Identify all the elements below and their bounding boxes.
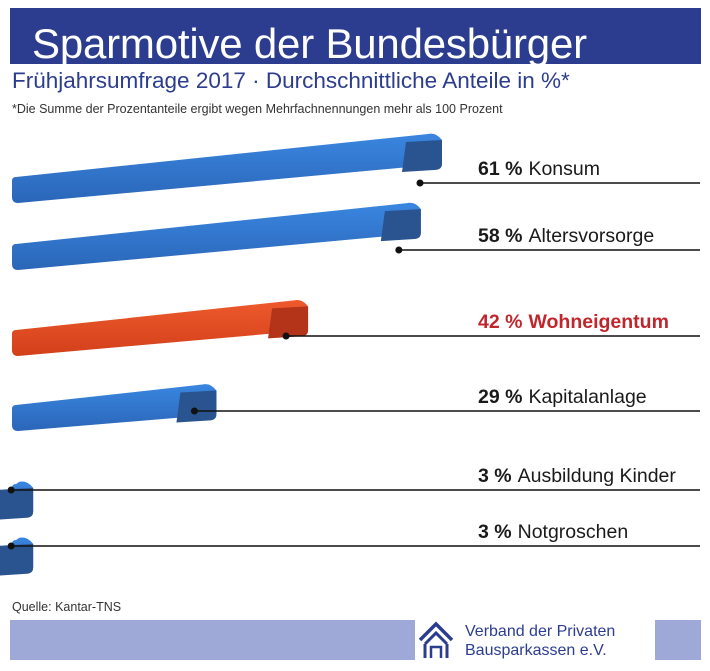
category-label: Wohneigentum [528,311,668,333]
label-konsum: 61 % Konsum [478,158,600,180]
category-label: Notgroschen [518,521,629,543]
label-wohneigentum: 42 % Wohneigentum [478,311,669,333]
house-logo-icon [418,621,454,658]
value-label: 29 % [478,386,522,408]
category-label: Kapitalanlage [528,386,646,408]
bar-altersvorsorge [12,202,421,270]
footer-band-right [655,620,701,660]
title-bar: Sparmotive der Bundesbürger [10,8,701,67]
value-label: 61 % [478,158,522,180]
footnote: *Die Summe der Prozentanteile ergibt weg… [12,102,503,116]
bar-konsum [12,133,442,203]
category-label: Konsum [528,158,600,180]
bar-end-notgroschen [0,543,34,576]
bar-end-kapitalanlage [176,390,217,423]
leader-dot-wohneigentum [282,332,290,340]
value-label: 58 % [478,225,522,247]
value-label: 3 % [478,465,512,487]
footer-band [10,620,415,660]
chart-subtitle: Frühjahrsumfrage 2017 · Durchschnittlich… [12,68,570,93]
leader-dot-konsum [416,179,424,187]
bar-kapitalanlage [12,384,217,431]
leader-dot-kapitalanlage [190,407,198,415]
label-kapitalanlage: 29 % Kapitalanlage [478,386,647,408]
bar-end-altersvorsorge [380,209,421,242]
bar-end-wohneigentum [268,306,309,339]
category-label: Ausbildung Kinder [518,465,677,487]
label-ausbildung-kinder: 3 % Ausbildung Kinder [478,465,676,487]
source-note: Quelle: Kantar-TNS [12,600,122,614]
chart-title: Sparmotive der Bundesbürger [32,20,587,67]
value-label: 42 % [478,311,522,333]
bar-end-ausbildung-kinder [0,487,34,520]
bar-wohneigentum [12,299,309,356]
leader-dot-notgroschen [7,542,15,550]
bar-end-konsum [402,140,442,172]
label-notgroschen: 3 % Notgroschen [478,521,628,543]
value-label: 3 % [478,521,512,543]
org-name-line1: Verband der Privaten [465,623,616,640]
leader-dot-altersvorsorge [395,246,403,254]
org-name-line2: Bausparkassen e.V. [465,642,607,659]
category-label: Altersvorsorge [528,225,654,247]
label-altersvorsorge: 58 % Altersvorsorge [478,225,654,247]
leader-dot-ausbildung-kinder [7,486,15,494]
